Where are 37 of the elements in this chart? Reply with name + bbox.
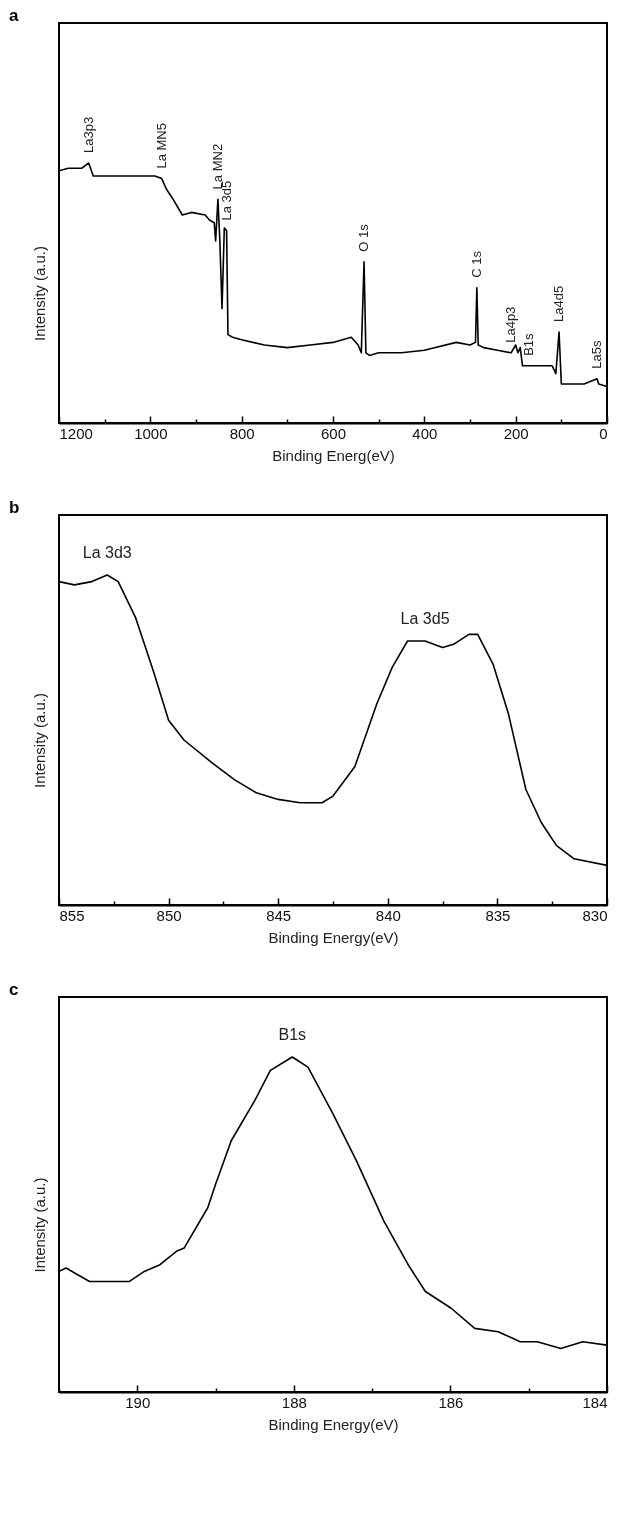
x-tick-label: 184: [582, 1393, 608, 1411]
x-tick-label: 800: [229, 424, 255, 442]
x-tick-label: 188: [281, 1393, 307, 1411]
x-tick-label: 835: [485, 906, 511, 924]
x-tick-label: 850: [156, 906, 182, 924]
x-tick-label: 855: [59, 906, 85, 924]
annotation: B1s: [278, 1026, 307, 1043]
x-tick-label: 600: [320, 424, 347, 442]
x-axis-title: Binding Energy(eV): [268, 928, 399, 946]
annotation: La 3d5: [400, 610, 450, 627]
annotation: La 3d3: [82, 544, 132, 561]
x-tick-label: 840: [375, 906, 401, 924]
annotation: La MN5: [153, 123, 169, 169]
annotation: B1s: [521, 332, 537, 356]
x-tick-label: 200: [503, 424, 529, 442]
x-tick-label: 400: [412, 424, 438, 442]
annotation: O 1s: [356, 223, 372, 252]
y-axis-title: Intensity (a.u.): [30, 1177, 48, 1273]
x-tick-label: 830: [582, 906, 608, 924]
x-axis-title: Binding Energ(eV): [272, 446, 395, 464]
annotation: La3p3: [80, 116, 96, 153]
x-tick-label: 186: [438, 1393, 464, 1411]
chart-title: a: [9, 6, 19, 25]
annotation: C 1s: [468, 250, 484, 278]
chart-title: b: [9, 498, 20, 517]
x-tick-label: 1200: [59, 424, 93, 442]
annotation: La5s: [588, 340, 604, 369]
annotation: La4p3: [503, 306, 519, 343]
y-axis-title: Intensity (a.u.): [30, 692, 48, 789]
x-tick-label: 845: [266, 906, 292, 924]
x-tick-label: 1000: [134, 424, 168, 442]
annotation: La4d5: [551, 285, 567, 322]
chart-title: c: [9, 980, 19, 999]
x-axis-title: Binding Energy(eV): [268, 1415, 399, 1433]
y-axis-title: Intensity (a.u.): [30, 245, 48, 342]
x-tick-label: 0: [599, 424, 608, 442]
x-tick-label: 190: [125, 1393, 151, 1411]
